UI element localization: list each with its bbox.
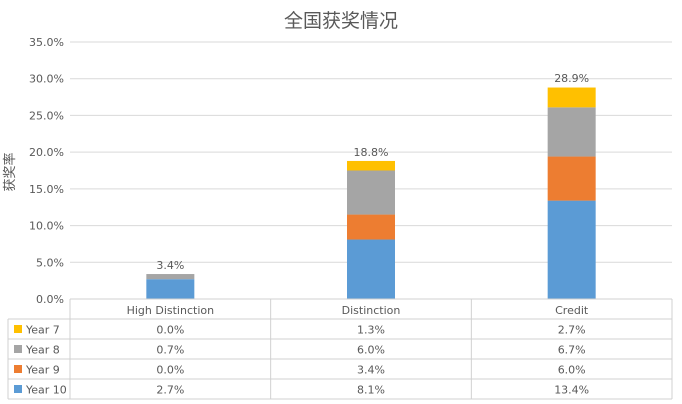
total-label: 18.8% — [354, 146, 389, 159]
bar-segment — [347, 239, 395, 299]
bar-segment — [347, 160, 395, 171]
legend-swatch — [14, 345, 22, 353]
table-cell: 3.4% — [357, 364, 385, 377]
y-tick-label: 0.0% — [36, 293, 64, 306]
chart-title: 全国获奖情况 — [284, 10, 398, 32]
bar-segment — [146, 274, 195, 280]
total-label: 3.4% — [156, 259, 184, 272]
legend-label: Year 8 — [25, 344, 60, 357]
table-cell: 0.7% — [156, 344, 184, 357]
table-cell: 6.0% — [558, 364, 586, 377]
y-tick-label: 5.0% — [36, 256, 64, 269]
y-tick-label: 15.0% — [29, 183, 64, 196]
total-label: 28.9% — [554, 72, 589, 85]
data-table: High Distinction Distinction Credit Year 7 0… — [7, 298, 673, 400]
table-cell: 6.0% — [357, 344, 385, 357]
bar-segment — [347, 214, 395, 240]
category-label: Distinction — [342, 304, 401, 317]
table-cell: 8.1% — [357, 384, 385, 397]
bars — [146, 87, 596, 299]
bar-segment — [547, 107, 596, 157]
table-cell: 2.7% — [156, 384, 184, 397]
y-tick-label: 25.0% — [29, 109, 64, 122]
legend-swatch — [14, 325, 22, 333]
bar-segment — [146, 279, 195, 299]
table-cell: 13.4% — [554, 384, 589, 397]
table-cell: 6.7% — [558, 344, 586, 357]
y-axis-label: 获奖率 — [2, 152, 18, 191]
category-label: Credit — [555, 304, 589, 317]
y-axis-ticks: 0.0% 5.0% 10.0% 15.0% 20.0% 25.0% 30.0% 35.0% — [29, 36, 64, 306]
table-cell: 2.7% — [558, 324, 586, 337]
table-cell: 0.0% — [156, 324, 184, 337]
table-cell: 0.0% — [156, 364, 184, 377]
bar-segment — [347, 170, 395, 215]
bar-segment — [547, 87, 596, 108]
legend-label: Year 9 — [25, 364, 60, 377]
legend-swatch — [14, 365, 22, 373]
y-tick-label: 30.0% — [29, 73, 64, 86]
category-label: High Distinction — [127, 304, 215, 317]
bar-segment — [547, 156, 596, 201]
legend-label: Year 7 — [25, 324, 60, 337]
y-tick-label: 20.0% — [29, 146, 64, 159]
legend-swatch — [14, 385, 22, 393]
table-cell: 1.3% — [357, 324, 385, 337]
y-tick-label: 10.0% — [29, 220, 64, 233]
total-labels: 3.4% 18.8% 28.9% — [156, 72, 589, 272]
y-tick-label: 35.0% — [29, 36, 64, 49]
bar-segment — [547, 200, 596, 299]
legend-label: Year 10 — [25, 384, 67, 397]
